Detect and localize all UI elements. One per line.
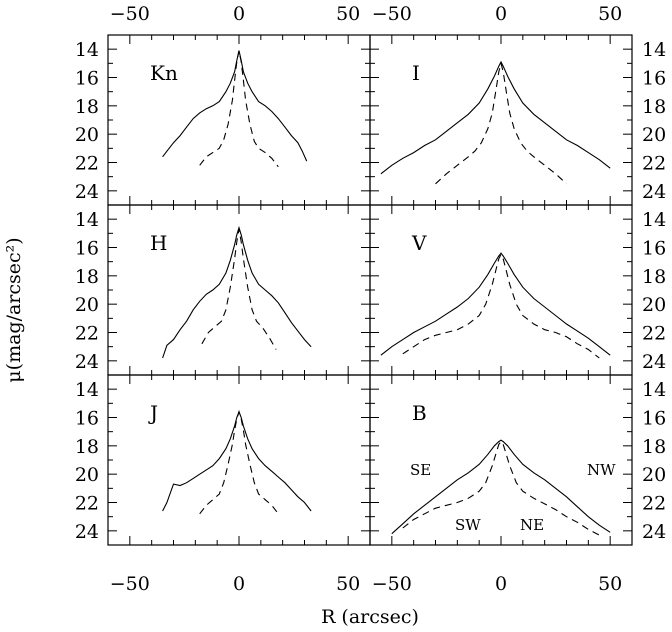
y-tick-label: 20	[642, 124, 666, 146]
y-tick-label: 22	[642, 323, 666, 345]
x-tick-label: 0	[495, 3, 507, 25]
x-tick-label: −50	[372, 3, 412, 25]
major-axis-profile-line	[162, 410, 312, 512]
band-label: B	[412, 401, 427, 425]
panel-frame	[107, 34, 371, 206]
x-tick-label: 50	[336, 573, 360, 595]
panel-h: 14 16 18 20 22 24 H	[75, 204, 371, 376]
x-tick-label: 0	[233, 573, 245, 595]
y-tick-label: 18	[642, 96, 666, 118]
y-tick-label: 20	[642, 294, 666, 316]
y-tick-label: 16	[75, 238, 99, 260]
panel-b: 14 16 18 20 22 24 −50 0 50 B SE NW SW NE	[369, 374, 666, 595]
band-label: V	[411, 231, 427, 255]
minor-axis-profile-line	[402, 253, 600, 359]
x-tick-label: −50	[110, 573, 150, 595]
band-label: J	[148, 401, 158, 425]
major-axis-profile-line	[162, 50, 308, 162]
y-axis-label: μ(mag/arcsec²)	[3, 237, 25, 382]
y-tick-label: 14	[642, 379, 666, 401]
y-tick-label: 22	[75, 323, 99, 345]
y-tick-label: 14	[75, 209, 99, 231]
minor-axis-profile-line	[199, 409, 279, 515]
y-tick-label: 24	[75, 181, 99, 203]
y-tick-label: 24	[75, 351, 99, 373]
y-tick-label: 22	[642, 153, 666, 175]
panel-frame	[107, 374, 371, 546]
minor-axis-profile-line	[199, 50, 279, 168]
y-tick-label: 14	[75, 39, 99, 61]
y-tick-label: 18	[642, 266, 666, 288]
y-tick-label: 18	[75, 436, 99, 458]
major-axis-profile-line	[380, 60, 611, 175]
x-tick-label: 50	[598, 3, 622, 25]
band-label: I	[412, 61, 420, 85]
y-tick-label: 18	[75, 96, 99, 118]
panel-i: 14 16 18 20 22 24 −50 0 50 I	[369, 3, 666, 206]
annotation-nw: NW	[587, 461, 616, 479]
minor-axis-profile-line	[435, 61, 567, 185]
y-tick-label: 14	[642, 39, 666, 61]
minor-axis-profile-line	[201, 229, 277, 350]
y-tick-label: 22	[642, 493, 666, 515]
y-tick-label: 16	[642, 68, 666, 90]
major-axis-profile-line	[391, 439, 611, 535]
y-tick-label: 20	[75, 124, 99, 146]
y-tick-label: 16	[75, 68, 99, 90]
y-tick-label: 24	[642, 351, 666, 373]
x-axis-label: R (arcsec)	[321, 606, 419, 628]
annotation-sw: SW	[455, 516, 481, 534]
y-tick-label: 24	[642, 181, 666, 203]
panel-kn: 14 16 18 20 22 24 −50 0 50 Kn	[75, 3, 371, 206]
panel-j: 14 16 18 20 22 24 −50 0 50 J	[75, 374, 371, 595]
panel-v: 14 16 18 20 22 24 V	[369, 204, 666, 376]
y-tick-label: 18	[75, 266, 99, 288]
major-axis-profile-line	[162, 225, 312, 359]
annotation-ne: NE	[520, 516, 544, 534]
y-tick-label: 22	[75, 493, 99, 515]
y-tick-label: 16	[642, 408, 666, 430]
panel-frame	[369, 204, 633, 376]
annotation-se: SE	[410, 461, 431, 479]
band-label: H	[150, 231, 167, 255]
y-tick-label: 20	[642, 464, 666, 486]
y-tick-label: 16	[75, 408, 99, 430]
y-tick-label: 18	[642, 436, 666, 458]
x-tick-label: −50	[372, 573, 412, 595]
x-tick-label: −50	[110, 3, 150, 25]
y-tick-label: 16	[642, 238, 666, 260]
y-tick-label: 20	[75, 464, 99, 486]
x-tick-label: 0	[233, 3, 245, 25]
x-tick-label: 0	[495, 573, 507, 595]
minor-axis-profile-line	[402, 440, 600, 536]
x-tick-label: 50	[598, 573, 622, 595]
x-tick-label: 50	[336, 3, 360, 25]
y-tick-label: 22	[75, 153, 99, 175]
y-tick-label: 24	[642, 521, 666, 543]
panel-frame	[369, 34, 633, 206]
band-label: Kn	[150, 61, 178, 85]
y-tick-label: 14	[642, 209, 666, 231]
y-tick-label: 14	[75, 379, 99, 401]
y-tick-label: 24	[75, 521, 99, 543]
y-tick-label: 20	[75, 294, 99, 316]
major-axis-profile-line	[380, 252, 611, 356]
